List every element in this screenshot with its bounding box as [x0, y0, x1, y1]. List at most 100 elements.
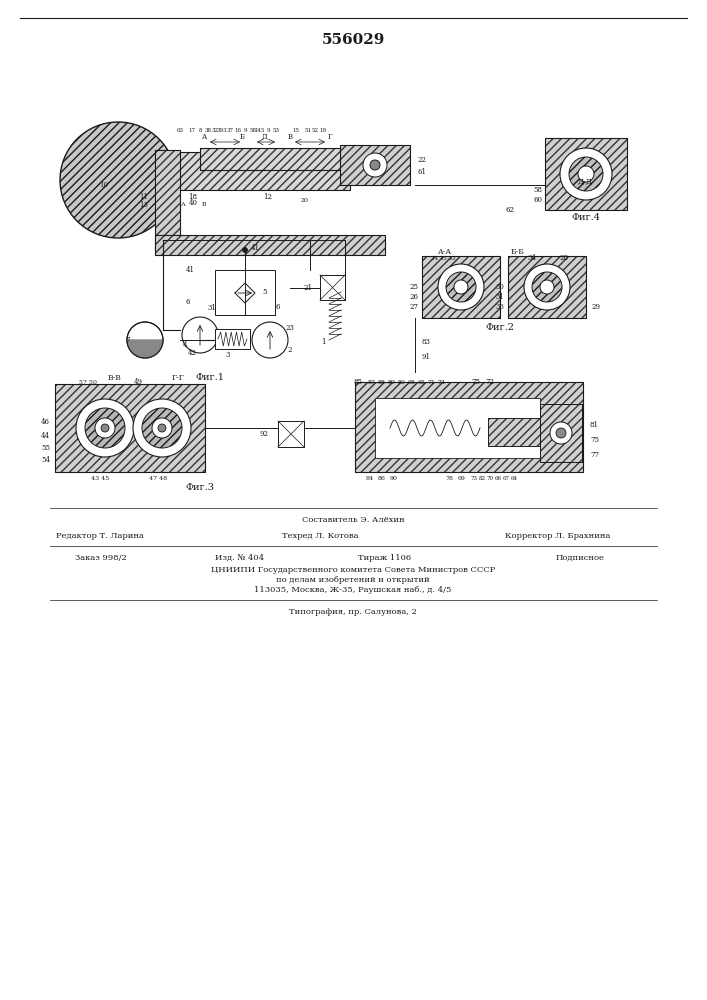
Text: 3: 3: [226, 351, 230, 359]
Text: 25: 25: [409, 283, 418, 291]
Text: 32: 32: [211, 127, 218, 132]
Circle shape: [142, 408, 182, 448]
Circle shape: [532, 272, 562, 302]
Circle shape: [85, 408, 125, 448]
Text: 23: 23: [286, 324, 294, 332]
Text: Редактор Т. Ларина: Редактор Т. Ларина: [56, 532, 144, 540]
Bar: [200, 148, 350, 170]
Text: 5: 5: [263, 288, 267, 296]
Text: 18: 18: [189, 193, 197, 201]
Text: Составитель Э. Алёхин: Составитель Э. Алёхин: [302, 516, 404, 524]
Text: Фиг.3: Фиг.3: [185, 484, 214, 492]
Text: 84: 84: [366, 476, 374, 481]
Bar: [278, 421, 304, 447]
Text: Фиг.1: Фиг.1: [196, 373, 225, 382]
Text: 65: 65: [418, 379, 426, 384]
Text: 36: 36: [495, 303, 504, 311]
Bar: [545, 138, 627, 210]
Circle shape: [569, 157, 603, 191]
Text: 74: 74: [438, 379, 446, 384]
Circle shape: [446, 272, 476, 302]
Text: 8: 8: [198, 127, 201, 132]
Circle shape: [243, 247, 247, 252]
Bar: [155, 235, 385, 255]
Text: 26: 26: [409, 293, 418, 301]
Bar: [165, 152, 350, 190]
Bar: [340, 145, 410, 185]
Text: 61: 61: [418, 168, 427, 176]
Text: Г: Г: [327, 133, 332, 141]
Text: 58: 58: [250, 127, 257, 132]
Text: 78: 78: [446, 476, 454, 481]
Text: 15: 15: [293, 127, 300, 132]
Text: В-В: В-В: [108, 374, 122, 382]
Bar: [422, 256, 500, 318]
Text: 54: 54: [41, 456, 50, 464]
Text: 145: 145: [255, 127, 265, 132]
Text: 38: 38: [204, 127, 211, 132]
Text: 41: 41: [250, 244, 259, 252]
Text: 27: 27: [409, 303, 418, 311]
Text: 30: 30: [495, 283, 504, 291]
Text: Типография, пр. Салунова, 2: Типография, пр. Салунова, 2: [289, 608, 417, 616]
Text: 73: 73: [470, 476, 477, 481]
Text: 81: 81: [590, 421, 599, 429]
Text: 37: 37: [226, 127, 233, 132]
Text: 69: 69: [458, 476, 466, 481]
Text: 86: 86: [378, 476, 386, 481]
Text: по делам изобретений и открытий: по делам изобретений и открытий: [276, 576, 430, 584]
Text: 34: 34: [527, 254, 537, 262]
Circle shape: [76, 399, 134, 457]
Text: 53: 53: [272, 127, 279, 132]
Text: 24 35 33: 24 35 33: [431, 255, 455, 260]
Bar: [355, 382, 583, 472]
Bar: [422, 256, 500, 318]
Circle shape: [252, 322, 288, 358]
Text: 29: 29: [592, 303, 601, 311]
Text: 6: 6: [185, 298, 189, 306]
Text: 113035, Москва, Ж-35, Раушская наб., д. 4/5: 113035, Москва, Ж-35, Раушская наб., д. …: [255, 586, 452, 594]
Text: 49: 49: [134, 378, 143, 386]
Circle shape: [550, 422, 572, 444]
Text: ЦНИИПИ Государственного комитета Совета Министров СССР: ЦНИИПИ Государственного комитета Совета …: [211, 566, 495, 574]
Text: Б: Б: [240, 133, 245, 141]
Text: 52: 52: [312, 127, 318, 132]
Text: А-А: А-А: [438, 248, 452, 256]
Bar: [155, 150, 180, 250]
Bar: [200, 148, 350, 170]
Text: 10: 10: [99, 181, 108, 189]
Text: 9: 9: [243, 127, 247, 132]
Circle shape: [182, 317, 218, 353]
Text: 75: 75: [590, 436, 599, 444]
Text: 70: 70: [486, 476, 493, 481]
Bar: [215, 270, 275, 315]
Bar: [155, 150, 180, 250]
Bar: [375, 398, 540, 458]
Circle shape: [454, 280, 468, 294]
Bar: [540, 404, 582, 462]
Bar: [488, 418, 543, 446]
Text: 75: 75: [472, 378, 481, 386]
Text: 1: 1: [322, 338, 326, 346]
Circle shape: [101, 424, 109, 432]
Text: 85: 85: [354, 378, 363, 386]
Circle shape: [370, 160, 380, 170]
Circle shape: [363, 153, 387, 177]
Text: 556029: 556029: [321, 33, 385, 47]
Bar: [215, 329, 250, 349]
Text: 31: 31: [208, 304, 217, 312]
Circle shape: [60, 122, 176, 238]
Circle shape: [540, 280, 554, 294]
Text: Изд. № 404: Изд. № 404: [216, 554, 264, 562]
Text: 77: 77: [590, 451, 599, 459]
Text: 16: 16: [235, 127, 242, 132]
Text: 60: 60: [533, 196, 542, 204]
Text: 63: 63: [177, 127, 184, 132]
Text: 62: 62: [506, 206, 515, 214]
Text: 40: 40: [189, 199, 197, 207]
Text: 22: 22: [418, 156, 427, 164]
Text: Заказ 998/2: Заказ 998/2: [75, 554, 127, 562]
Wedge shape: [127, 340, 163, 358]
Text: 91: 91: [422, 353, 431, 361]
Text: 47 48: 47 48: [149, 476, 167, 481]
